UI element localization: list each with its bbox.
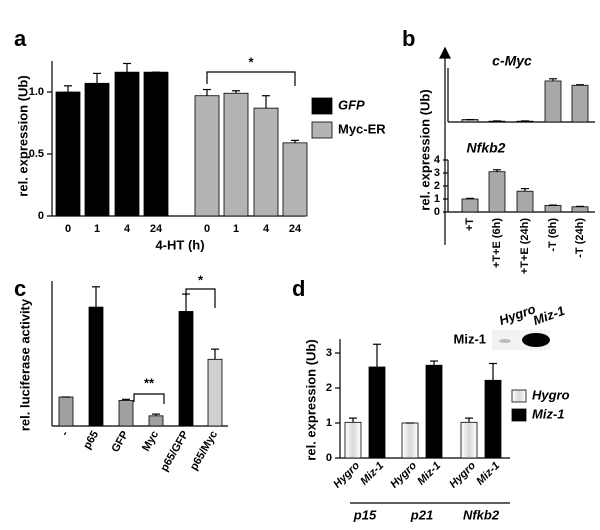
bar-label: Miz-1 (358, 460, 386, 488)
y-axis-label: rel. expression (Ub) (417, 89, 432, 210)
bar (58, 396, 74, 427)
x-axis-label: 4-HT (h) (155, 237, 204, 252)
panel-label: b (402, 26, 415, 51)
legend-swatch (311, 121, 333, 139)
bar (84, 82, 110, 217)
x-tick-label: -T (6h) (547, 218, 559, 252)
x-tick-label: 0 (204, 223, 210, 235)
annotation: * (198, 272, 204, 287)
bar (194, 95, 220, 217)
bar (253, 107, 279, 217)
bar-label: Hygro (331, 459, 362, 490)
annotation: * (248, 54, 254, 69)
x-tick-label: 1 (233, 223, 239, 235)
bar (544, 205, 562, 213)
x-tick-label: +T+E (24h) (519, 218, 531, 275)
bar (488, 171, 506, 213)
y-axis-label: rel. expression (Ub) (303, 339, 318, 460)
inset-column-label: Miz-1 (531, 303, 567, 328)
bar (207, 358, 223, 427)
x-tick-label: 24 (150, 223, 163, 235)
significance-bracket (206, 71, 296, 86)
legend-label: Miz-1 (532, 406, 565, 421)
bar-label: Hygro (447, 459, 478, 490)
y-tick-label: 0 (38, 210, 44, 222)
bar-label: Miz-1 (415, 460, 443, 488)
subplot-title: c-Myc (492, 53, 532, 69)
y-tick-label: 1 (434, 193, 440, 205)
y-tick-label: 3 (434, 167, 440, 179)
b-arrow-head (439, 46, 451, 59)
y-tick-label: 4 (434, 154, 441, 166)
y-tick-label: 1 (326, 417, 332, 429)
bar (88, 306, 104, 427)
bar-label: Hygro (388, 459, 419, 490)
legend-swatch (311, 97, 333, 115)
panel-label: d (292, 276, 305, 301)
legend-label: Myc-ER (338, 121, 386, 136)
bar (223, 92, 249, 217)
bar (178, 311, 194, 427)
bar-label: Miz-1 (474, 460, 502, 488)
x-tick-label: 0 (65, 223, 71, 235)
bar (516, 190, 534, 213)
legend-label: Hygro (532, 387, 570, 402)
bar (461, 198, 479, 213)
bar (114, 71, 140, 217)
bar (484, 379, 502, 459)
y-tick-label: 2 (434, 180, 440, 192)
group-label: Nfkb2 (463, 507, 500, 522)
bar (344, 421, 362, 459)
x-tick-label: -T (24h) (574, 218, 586, 258)
y-tick-label: 0 (434, 206, 440, 218)
significance-bracket (185, 288, 216, 308)
x-tick-label: 1 (94, 223, 100, 235)
subplot-title: Nfkb2 (467, 140, 506, 156)
y-tick-label: 1.0 (29, 86, 44, 98)
inset-row-label: Miz-1 (454, 331, 487, 346)
x-tick-label: +T (464, 218, 476, 231)
bar (401, 422, 419, 459)
bar (143, 71, 169, 217)
x-tick-label: 4 (124, 223, 131, 235)
x-tick-label: Myc (140, 429, 161, 454)
bar (571, 206, 589, 213)
y-tick-label: 0 (326, 452, 332, 464)
x-tick-label: GFP (109, 429, 131, 455)
group-label: p15 (353, 507, 377, 522)
x-tick-label: p65/GFP (158, 429, 191, 474)
legend-swatch (511, 408, 527, 422)
legend-swatch (511, 389, 527, 403)
x-tick-label: 24 (289, 223, 302, 235)
bar (55, 91, 81, 217)
bar (148, 415, 164, 427)
group-label: p21 (410, 507, 433, 522)
bar (460, 421, 478, 459)
blot-band (522, 333, 550, 347)
bar (571, 84, 589, 123)
bar (544, 80, 562, 123)
blot-band-faint (499, 339, 511, 343)
significance-bracket (133, 393, 165, 404)
bar (425, 364, 443, 459)
bar (282, 142, 308, 217)
x-tick-label: 4 (263, 223, 270, 235)
panel-label: c (14, 276, 26, 301)
y-axis-label: rel. luciferase activity (17, 298, 32, 431)
y-tick-label: 3 (326, 347, 332, 359)
annotation: ** (144, 375, 155, 390)
bar (368, 366, 386, 459)
x-tick-label: - (59, 429, 71, 438)
legend-label: GFP (338, 97, 365, 112)
x-tick-label: p65/Myc (188, 429, 220, 473)
bar (118, 400, 134, 427)
y-tick-label: 2 (326, 382, 332, 394)
x-tick-label: p65 (81, 429, 101, 451)
x-tick-label: +T+E (6h) (491, 218, 503, 268)
panel-label: a (14, 26, 27, 51)
y-tick-label: 0.5 (29, 148, 44, 160)
y-axis-label: rel. expression (Ub) (15, 75, 30, 196)
